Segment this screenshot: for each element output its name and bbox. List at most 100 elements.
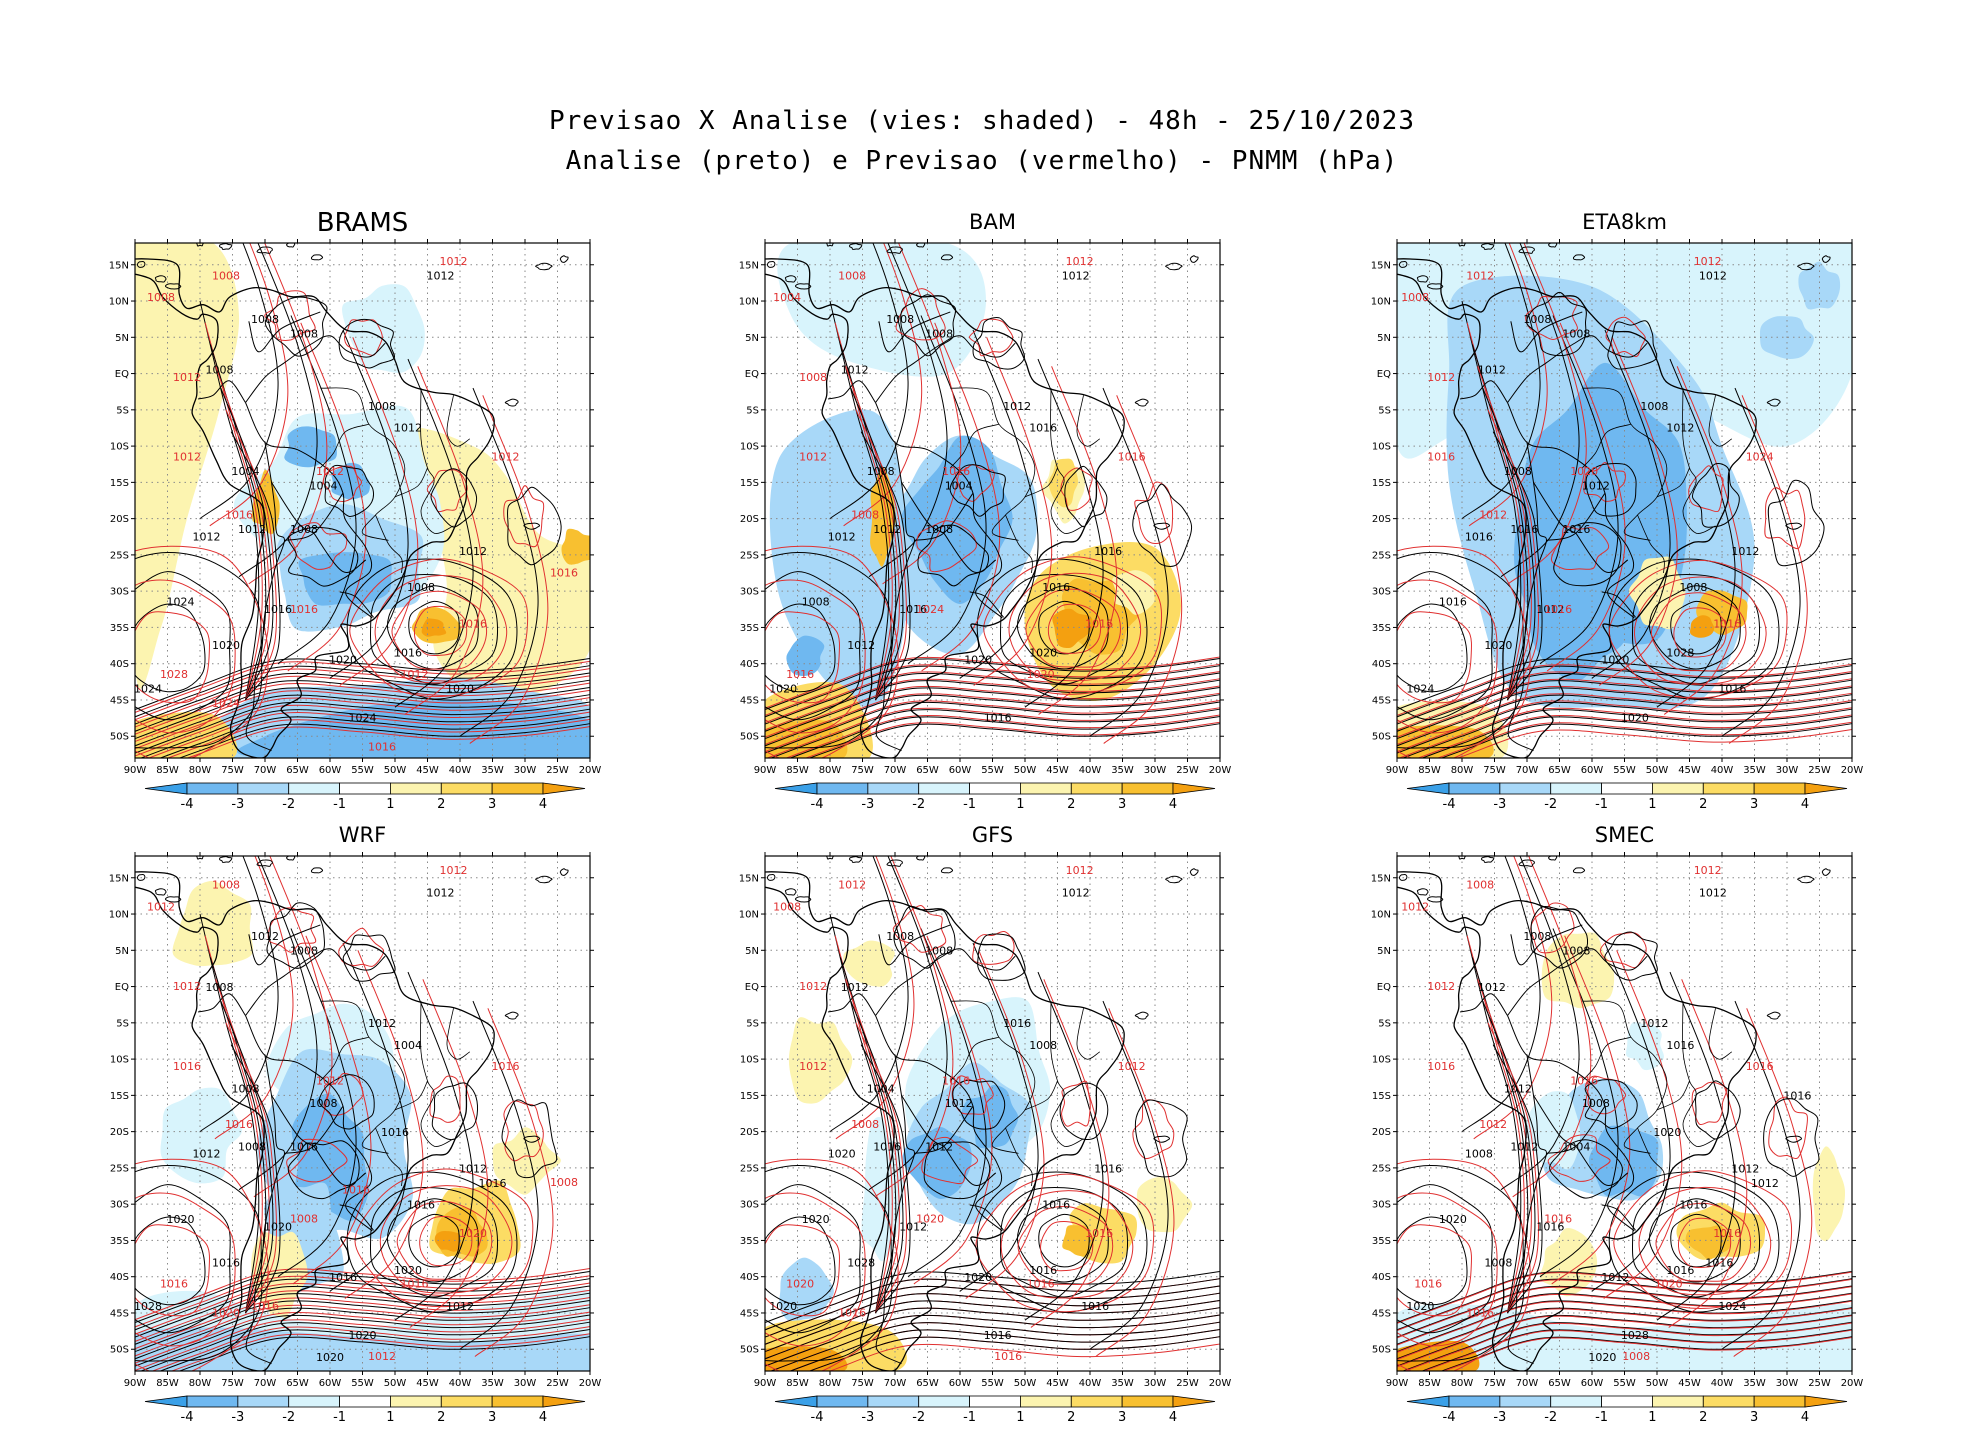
colorbar-box (1702, 1395, 1755, 1408)
colorbar: -4 -3 -2 -1 1 2 3 4 (144, 782, 586, 812)
analysis-contour-label: 1016 (873, 1140, 901, 1153)
island (1427, 283, 1444, 290)
analysis-isobar (1607, 320, 1658, 370)
forecast-contour-label: 1012 (1694, 255, 1722, 268)
lat-tick-label: 5N (115, 333, 129, 344)
map-canvas: 1012100810081012101210161008100410081012… (739, 239, 1231, 812)
forecast-isobar (404, 366, 484, 715)
contour-labels: 1012 1012 1008 1008 1012 1004 1008 1008 1016 1008… (135, 864, 578, 1364)
colorbar-label: 4 (1169, 1410, 1177, 1425)
forecast-isobar (969, 318, 1014, 357)
forecast-isobar (1598, 337, 1678, 686)
state-border (320, 1000, 406, 1154)
colorbar-label: -1 (333, 1410, 346, 1425)
state-border (394, 1080, 428, 1111)
lat-tick-label: 15S (110, 1091, 129, 1102)
lat-tick-label: 20S (110, 514, 129, 525)
forecast-isobar (339, 337, 419, 686)
state-border (950, 387, 1036, 541)
analysis-contour-label: 1012 (394, 422, 422, 435)
country-border (1507, 948, 1648, 1016)
analysis-isobar (1397, 1314, 1852, 1367)
forecast-isobar (474, 1008, 554, 1357)
colorbar-upper-tip (542, 782, 586, 795)
lon-tick-label: 30W (514, 1378, 537, 1389)
lat-tick-label: 35S (1372, 1236, 1391, 1247)
bias-region (298, 552, 392, 606)
island (1165, 262, 1183, 271)
country-border (271, 482, 315, 534)
country-border (901, 482, 945, 534)
analysis-contour-label: 1016 (1536, 1220, 1564, 1233)
colorbar-label: -3 (1493, 1410, 1506, 1425)
country-border (271, 1095, 315, 1147)
state-border (1582, 387, 1668, 541)
bias-region (777, 243, 986, 377)
country-border (901, 1095, 945, 1147)
island (504, 1011, 519, 1020)
country-border (875, 948, 1016, 1016)
lat-tick-label: 10N (109, 297, 129, 308)
colorbar-label: 1 (386, 797, 394, 812)
colorbar-label: -4 (181, 1410, 194, 1425)
analysis-isobar (1397, 1278, 1852, 1331)
colorbar-box (491, 782, 544, 795)
analysis-contour-label: 1004 (232, 465, 260, 478)
lon-tick-label: 35W (1111, 1378, 1134, 1389)
analysis-contour-label: 1004 (1562, 1140, 1590, 1153)
forecast-low-isobar (1040, 1221, 1094, 1272)
forecast-contour-label: 1012 (1066, 255, 1094, 268)
lat-tick-label: 10S (1372, 442, 1391, 453)
forecast-high-isobar (765, 545, 899, 758)
lon-tick-label: 65W (916, 1378, 939, 1389)
colorbar-label: 3 (488, 797, 496, 812)
country-border (197, 993, 246, 1016)
forecast-isobar (209, 243, 289, 527)
forecast-isobar (1397, 685, 1852, 738)
colorbar-box (1652, 782, 1704, 795)
forecast-contour-label: 1020 (1027, 668, 1055, 681)
lat-tick-label: 5N (1377, 333, 1391, 344)
bias-region (1626, 1022, 1664, 1071)
analysis-contour-label: 1008 (232, 1082, 260, 1095)
analysis-isobar (907, 928, 987, 1278)
lat-tick-label: 15N (739, 873, 759, 884)
lon-tick-label: 75W (1483, 1378, 1506, 1389)
analysis-isobar (893, 905, 956, 969)
lat-tick-label: 5S (1378, 1018, 1391, 1029)
forecast-isobar (135, 660, 590, 713)
forecast-low-isobar (1000, 1190, 1134, 1299)
colorbar-box (1121, 782, 1174, 795)
analysis-contour-label: 1016 (1666, 1264, 1694, 1277)
forecast-high-isobar (135, 545, 269, 758)
lon-tick-label: 20W (1841, 765, 1864, 776)
analysis-isobar (1526, 291, 1587, 357)
andes-isobar (839, 344, 897, 701)
analysis-high-isobar (1397, 1216, 1468, 1306)
analysis-high-isobar (1397, 1184, 1493, 1334)
lon-tick-label: 60W (1581, 1378, 1604, 1389)
island (886, 859, 903, 867)
lon-tick-label: 25W (1176, 1378, 1199, 1389)
andes-isobar (225, 409, 277, 701)
analysis-isobar (329, 942, 409, 1292)
bias-region (434, 1230, 461, 1252)
analysis-contour-label: 1016 (1465, 530, 1493, 543)
forecast-contour-label: 1020 (786, 1278, 814, 1291)
forecast-isobar (882, 243, 962, 585)
lon-tick-label: 55W (351, 1378, 374, 1389)
axes-ticks: 90W 85W 80W 75W 70W 65W 60W 55W 50W 45W 40W 35W 30W 2… (109, 239, 601, 776)
country-border (1510, 924, 1583, 966)
analysis-contour-label: 1008 (1562, 945, 1590, 958)
analysis-isobar (1656, 358, 1736, 708)
island (784, 888, 797, 896)
lat-tick-label: 25S (740, 1163, 759, 1174)
forecast-isobar (1603, 950, 1683, 1299)
analysis-isobar (1461, 856, 1541, 1132)
lon-tick-label: 30W (1144, 1378, 1167, 1389)
analysis-isobar (765, 657, 1220, 711)
analysis-isobar (917, 524, 990, 587)
analysis-contour-label: 1020 (964, 654, 992, 667)
analysis-isobar (808, 723, 1220, 758)
lon-tick-label: 90W (754, 765, 777, 776)
